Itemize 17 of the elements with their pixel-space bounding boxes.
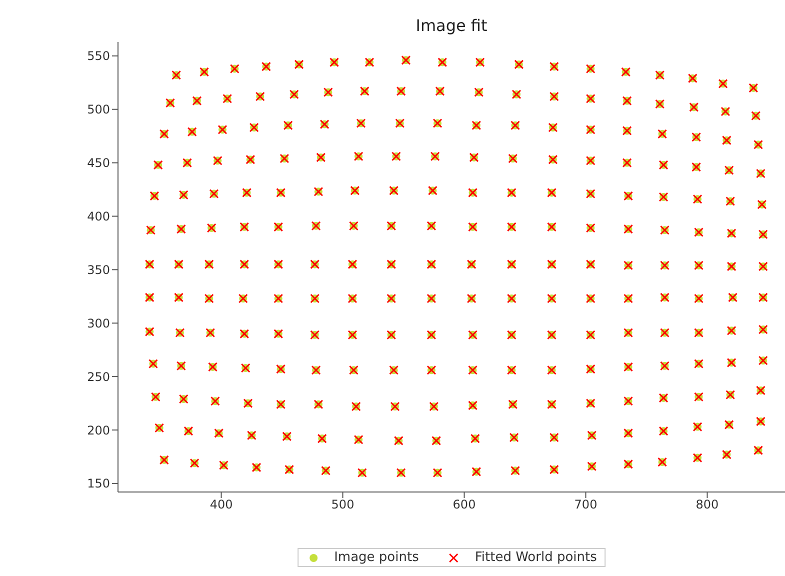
x-tick-label: 700 bbox=[574, 498, 598, 512]
x-tick-label: 500 bbox=[331, 498, 354, 512]
y-tick-label: 400 bbox=[87, 209, 110, 224]
chart-title: Image fit bbox=[414, 16, 488, 35]
legend-label: Fitted World points bbox=[474, 550, 597, 565]
x-tick-label: 600 bbox=[452, 498, 476, 512]
y-tick-label: 350 bbox=[87, 262, 110, 277]
x-tick-label: 800 bbox=[696, 498, 719, 512]
y-tick-label: 300 bbox=[87, 316, 110, 330]
y-tick-label: 250 bbox=[87, 370, 110, 384]
x-tick-label: 400 bbox=[210, 498, 233, 512]
y-tick-label: 550 bbox=[87, 49, 110, 64]
y-tick-label: 450 bbox=[87, 156, 110, 170]
y-tick-label: 500 bbox=[87, 102, 110, 117]
legend-label: Image points bbox=[334, 550, 419, 565]
y-tick-label: 200 bbox=[87, 423, 110, 438]
y-tick-label: 150 bbox=[87, 476, 110, 491]
